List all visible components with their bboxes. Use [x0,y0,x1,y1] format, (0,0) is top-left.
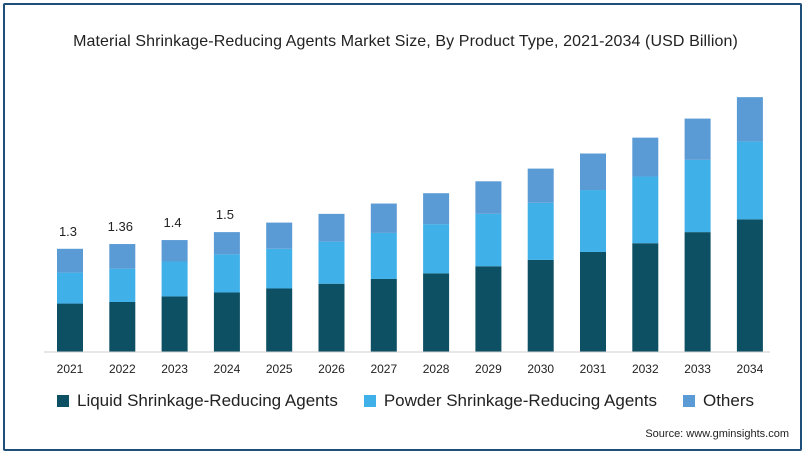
bar-segment-2024-s2 [213,232,240,255]
bar-segment-2032-s1 [632,176,659,244]
bar-segment-2025-s1 [266,248,293,289]
legend-item-others: Others [682,391,754,411]
bar-segment-2028-s2 [423,193,450,225]
legend: Liquid Shrinkage-Reducing Agents Powder … [0,391,811,411]
x-tick-label-2030: 2030 [527,362,554,376]
x-tick-label-2024: 2024 [214,362,241,376]
x-tick-label-2022: 2022 [109,362,136,376]
bar-segment-2027-s2 [370,203,397,233]
x-tick-label-2026: 2026 [318,362,345,376]
bar-segment-2031-s0 [580,251,606,352]
x-tick-label-2031: 2031 [580,362,607,376]
bar-segment-2026-s0 [318,283,345,352]
legend-item-liquid: Liquid Shrinkage-Reducing Agents [57,391,338,411]
x-tick-label-2029: 2029 [475,362,502,376]
bar-segment-2033-s1 [684,159,711,233]
bar-segment-2021-s0 [57,303,83,352]
bar-segment-2030-s2 [527,168,554,203]
bar-segment-2023-s2 [161,240,188,262]
chart-title: Material Shrinkage-Reducing Agents Marke… [73,33,738,50]
bar-segment-2029-s1 [475,213,502,267]
bar-segment-2024-s0 [213,292,240,352]
bar-segment-2032-s2 [632,137,659,177]
legend-label-others: Others [702,391,754,410]
bar-segment-2034-s2 [736,97,763,142]
legend-swatch-liquid [57,395,69,407]
legend-swatch-others [682,395,695,407]
bar-segment-2028-s1 [423,224,450,274]
bar-segment-2030-s1 [527,202,554,260]
bar-segment-2025-s2 [266,222,293,249]
bar-segment-2027-s1 [370,232,397,279]
x-tick-label-2023: 2023 [161,362,188,376]
x-tick-label-2025: 2025 [266,362,293,376]
bar-segment-2024-s1 [213,254,240,293]
x-tick-labels: 2021 2022 2023 2024 2025 2026 2027 2028 2029 2030… [57,362,764,376]
bar-segment-2025-s0 [266,288,293,352]
data-label-2024: 1.5 [216,207,234,222]
bar-segment-2029-s2 [475,181,502,214]
bar-segment-2026-s1 [318,241,345,284]
bar-segment-2034-s0 [736,219,763,352]
source-note: Source: www.gminsights.com [645,428,789,440]
bar-segment-2028-s0 [423,273,450,352]
bar-segment-2033-s0 [684,232,711,352]
data-label-2023: 1.4 [164,215,182,230]
bar-segment-2026-s2 [318,213,345,242]
x-tick-label-2034: 2034 [737,362,764,376]
bar-segment-2021-s2 [57,248,83,273]
chart-frame [3,3,802,451]
legend-label-powder: Powder Shrinkage-Reducing Agents [383,391,657,410]
bar-segment-2030-s0 [527,259,554,352]
data-label-2022: 1.36 [108,219,133,234]
legend-item-powder: Powder Shrinkage-Reducing Agents [363,391,657,411]
bar-segment-2021-s1 [57,272,83,304]
bar-segment-2031-s1 [580,190,606,252]
x-tick-label-2021: 2021 [57,362,84,376]
bar-segment-2023-s1 [161,261,188,297]
legend-label-liquid: Liquid Shrinkage-Reducing Agents [77,391,338,410]
bar-segment-2033-s2 [684,118,711,160]
x-tick-label-2033: 2033 [684,362,711,376]
bar-segment-2023-s0 [161,296,188,352]
x-tick-label-2032: 2032 [632,362,659,376]
bar-segment-2022-s1 [109,268,136,302]
x-tick-label-2028: 2028 [423,362,450,376]
bar-segment-2034-s1 [736,141,763,220]
bar-segment-2029-s0 [475,266,502,352]
data-labels: 1.3 1.36 1.4 1.5 [59,207,234,239]
bar-segment-2032-s0 [632,243,659,352]
legend-swatch-powder [363,395,376,407]
x-tick-label-2027: 2027 [370,362,397,376]
bar-segment-2027-s0 [370,278,397,352]
bar-segment-2022-s0 [109,301,136,352]
bar-segment-2022-s2 [109,244,136,269]
data-label-2021: 1.3 [59,224,77,239]
bars-group [57,97,763,352]
bar-segment-2031-s2 [580,153,606,191]
